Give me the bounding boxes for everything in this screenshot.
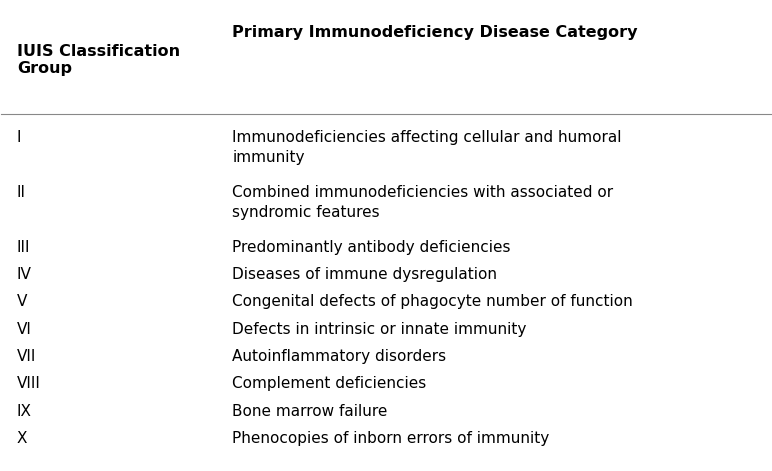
Text: Phenocopies of inborn errors of immunity: Phenocopies of inborn errors of immunity (232, 431, 550, 446)
Text: III: III (17, 240, 30, 254)
Text: IX: IX (17, 404, 32, 419)
Text: X: X (17, 431, 27, 446)
Text: Defects in intrinsic or innate immunity: Defects in intrinsic or innate immunity (232, 322, 527, 337)
Text: II: II (17, 185, 25, 200)
Text: V: V (17, 294, 27, 309)
Text: Immunodeficiencies affecting cellular and humoral
immunity: Immunodeficiencies affecting cellular an… (232, 130, 621, 165)
Text: Predominantly antibody deficiencies: Predominantly antibody deficiencies (232, 240, 510, 254)
Text: Autoinflammatory disorders: Autoinflammatory disorders (232, 349, 446, 364)
Text: Bone marrow failure: Bone marrow failure (232, 404, 388, 419)
Text: Combined immunodeficiencies with associated or
syndromic features: Combined immunodeficiencies with associa… (232, 185, 613, 219)
Text: IV: IV (17, 267, 32, 282)
Text: IUIS Classification
Group: IUIS Classification Group (17, 43, 180, 76)
Text: VIII: VIII (17, 376, 41, 391)
Text: VII: VII (17, 349, 36, 364)
Text: I: I (17, 130, 22, 145)
Text: VI: VI (17, 322, 32, 337)
Text: Primary Immunodeficiency Disease Category: Primary Immunodeficiency Disease Categor… (232, 25, 638, 40)
Text: Complement deficiencies: Complement deficiencies (232, 376, 426, 391)
Text: Diseases of immune dysregulation: Diseases of immune dysregulation (232, 267, 497, 282)
Text: Congenital defects of phagocyte number of function: Congenital defects of phagocyte number o… (232, 294, 633, 309)
